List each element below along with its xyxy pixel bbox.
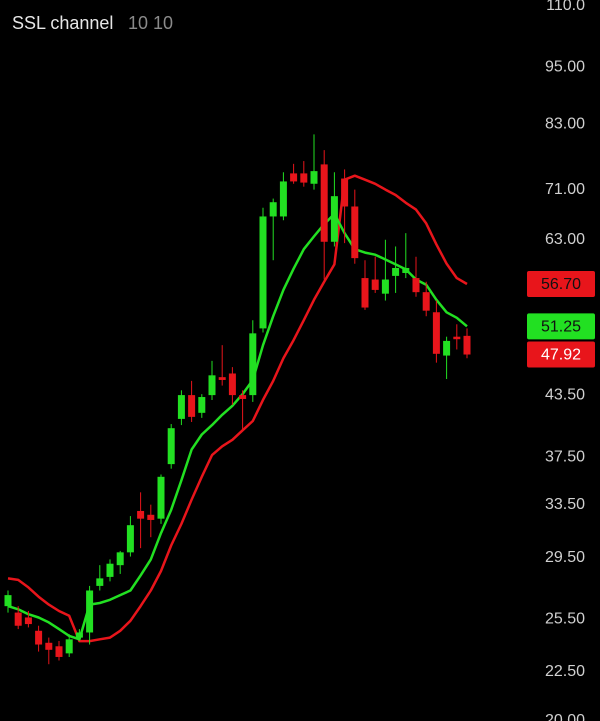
- candle-body: [371, 279, 379, 290]
- candle-body: [412, 278, 420, 293]
- candle-body: [290, 173, 298, 182]
- chart-subtitle: 10 10: [128, 13, 173, 33]
- candle-body: [300, 173, 308, 183]
- candle-body: [310, 171, 318, 184]
- candle-body: [55, 646, 63, 657]
- y-tick-label: 37.50: [545, 449, 585, 466]
- price-label-box: [527, 270, 595, 297]
- candle-body: [4, 595, 12, 607]
- candle-body: [341, 178, 349, 207]
- candle-body: [157, 476, 165, 519]
- y-tick-label: 83.00: [545, 115, 585, 132]
- y-tick-label: 43.50: [545, 386, 585, 403]
- y-tick-label: 25.50: [545, 610, 585, 627]
- price-label: 51.25: [541, 319, 581, 336]
- chart-title: SSL channel: [12, 13, 113, 33]
- candle-body: [330, 196, 338, 242]
- candle-body: [320, 164, 328, 242]
- y-tick-label: 95.00: [545, 59, 585, 76]
- candle-body: [177, 395, 185, 419]
- candle-body: [106, 563, 114, 577]
- candle-body: [137, 510, 145, 519]
- ssl-line: [7, 212, 468, 641]
- candle-body: [14, 612, 22, 626]
- candle-body: [35, 630, 43, 645]
- candle-body: [239, 395, 247, 399]
- candle-body: [259, 216, 267, 329]
- plot: [4, 5, 590, 721]
- price-label-box: [527, 341, 595, 368]
- candle-body: [86, 590, 94, 633]
- candle-body: [208, 375, 216, 396]
- candle-body: [392, 267, 400, 276]
- candle-body: [443, 340, 451, 356]
- candle-body: [24, 617, 32, 625]
- candle-body: [463, 335, 471, 355]
- candle-body: [361, 278, 369, 308]
- price-label: 56.70: [541, 276, 581, 293]
- y-tick-label: 33.50: [545, 496, 585, 513]
- y-tick-label: 29.50: [545, 549, 585, 566]
- candle-body: [422, 292, 430, 311]
- candle-body: [228, 373, 236, 396]
- candle-body: [269, 202, 277, 217]
- candle-body: [279, 181, 287, 217]
- y-tick-label: 20.00: [545, 712, 585, 721]
- candle-body: [381, 279, 389, 294]
- price-label-box: [527, 313, 595, 340]
- y-tick-label: 110.0: [546, 0, 585, 14]
- candle-body: [432, 312, 440, 354]
- candle-body: [402, 267, 410, 273]
- candle-body: [167, 428, 175, 465]
- candle-body: [45, 642, 53, 650]
- candle-body: [188, 395, 196, 417]
- candle-body: [116, 552, 124, 566]
- candle-body: [75, 632, 83, 638]
- candle-body: [351, 206, 359, 259]
- ssl-line: [7, 174, 468, 643]
- price-label: 47.92: [541, 347, 581, 364]
- candle-body: [198, 397, 206, 413]
- y-tick-label: 22.50: [545, 663, 585, 680]
- y-tick-label: 63.00: [545, 231, 585, 248]
- y-tick-label: 71.00: [545, 181, 585, 198]
- candle-body: [147, 514, 155, 520]
- candle-body: [65, 639, 73, 654]
- candle-body: [249, 333, 257, 396]
- candle-body: [218, 377, 226, 380]
- candle-body: [453, 336, 461, 340]
- candle-body: [126, 525, 134, 553]
- candle-body: [96, 578, 104, 586]
